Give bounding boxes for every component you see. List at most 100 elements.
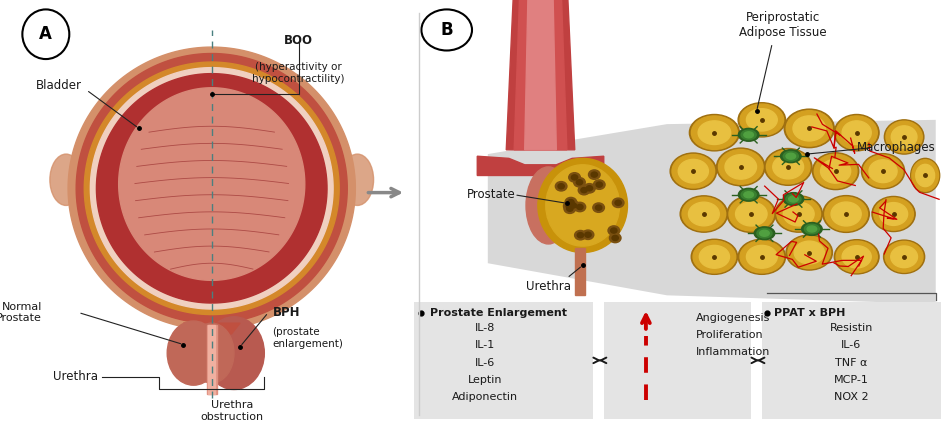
Text: PPAT x BPH: PPAT x BPH: [774, 308, 846, 318]
Ellipse shape: [568, 172, 581, 182]
Text: (prostate
enlargement): (prostate enlargement): [273, 327, 343, 349]
Ellipse shape: [764, 149, 812, 185]
FancyBboxPatch shape: [414, 302, 593, 419]
Ellipse shape: [608, 226, 619, 235]
Text: A: A: [40, 25, 53, 43]
Ellipse shape: [775, 196, 822, 232]
Ellipse shape: [593, 203, 604, 212]
Ellipse shape: [727, 196, 775, 232]
Ellipse shape: [678, 159, 709, 183]
Ellipse shape: [725, 155, 757, 179]
Text: BPH: BPH: [273, 306, 300, 319]
Ellipse shape: [793, 116, 825, 141]
Ellipse shape: [825, 197, 868, 231]
Polygon shape: [209, 325, 215, 394]
Ellipse shape: [777, 197, 821, 231]
Ellipse shape: [754, 227, 774, 240]
Ellipse shape: [911, 158, 940, 193]
Ellipse shape: [682, 197, 726, 231]
Ellipse shape: [581, 187, 587, 193]
Ellipse shape: [566, 203, 572, 208]
Polygon shape: [575, 248, 585, 295]
Text: IL-6: IL-6: [475, 357, 495, 368]
Ellipse shape: [863, 155, 903, 187]
Ellipse shape: [567, 201, 579, 210]
Ellipse shape: [842, 246, 871, 268]
Ellipse shape: [736, 202, 767, 226]
Text: Urethra: Urethra: [54, 370, 99, 383]
Ellipse shape: [571, 175, 578, 180]
Ellipse shape: [880, 202, 908, 226]
Ellipse shape: [885, 241, 923, 272]
Ellipse shape: [789, 196, 798, 202]
Text: Proliferation: Proliferation: [696, 330, 763, 340]
Ellipse shape: [567, 199, 574, 205]
Ellipse shape: [611, 228, 617, 233]
Text: Leptin: Leptin: [468, 374, 502, 385]
Ellipse shape: [588, 170, 600, 179]
Text: Resistin: Resistin: [830, 323, 873, 333]
Polygon shape: [207, 325, 216, 394]
Ellipse shape: [821, 159, 851, 183]
Text: B: B: [440, 21, 453, 39]
Ellipse shape: [583, 184, 596, 193]
Ellipse shape: [740, 241, 784, 273]
Ellipse shape: [742, 190, 757, 199]
Ellipse shape: [585, 232, 591, 237]
Ellipse shape: [783, 152, 798, 161]
Ellipse shape: [670, 153, 716, 189]
Ellipse shape: [873, 198, 914, 230]
Polygon shape: [183, 323, 240, 334]
Ellipse shape: [916, 164, 934, 187]
FancyBboxPatch shape: [604, 302, 751, 419]
Ellipse shape: [591, 172, 598, 177]
Ellipse shape: [719, 150, 763, 184]
Ellipse shape: [912, 160, 938, 191]
Ellipse shape: [579, 185, 590, 195]
Ellipse shape: [546, 165, 619, 246]
Text: Prostate: Prostate: [467, 188, 516, 201]
Text: IL-1: IL-1: [475, 340, 495, 351]
Polygon shape: [119, 88, 305, 280]
Polygon shape: [76, 54, 347, 323]
Text: NOX 2: NOX 2: [834, 392, 869, 402]
Ellipse shape: [50, 154, 82, 205]
Ellipse shape: [780, 150, 801, 163]
Ellipse shape: [739, 128, 759, 141]
Ellipse shape: [794, 241, 824, 264]
Ellipse shape: [692, 116, 738, 149]
Ellipse shape: [680, 196, 727, 232]
Ellipse shape: [786, 235, 833, 270]
Text: Urethra: Urethra: [526, 280, 571, 293]
Ellipse shape: [566, 197, 577, 207]
Ellipse shape: [577, 232, 583, 238]
Ellipse shape: [885, 121, 922, 153]
Polygon shape: [96, 74, 327, 303]
Ellipse shape: [788, 236, 831, 269]
Text: (hyperactivity or
hypocontractility): (hyperactivity or hypocontractility): [252, 62, 345, 83]
Ellipse shape: [773, 155, 804, 179]
Polygon shape: [477, 156, 604, 175]
Ellipse shape: [716, 148, 765, 186]
Ellipse shape: [802, 223, 822, 235]
Ellipse shape: [526, 167, 571, 244]
Text: Urethra
obstruction: Urethra obstruction: [200, 400, 263, 422]
Ellipse shape: [742, 130, 757, 140]
Ellipse shape: [538, 158, 628, 253]
Ellipse shape: [805, 224, 820, 234]
Ellipse shape: [564, 201, 575, 211]
Text: Prostate Enlargement: Prostate Enlargement: [430, 308, 566, 318]
Text: Adiponectin: Adiponectin: [452, 392, 518, 402]
Ellipse shape: [861, 154, 904, 189]
Ellipse shape: [582, 230, 594, 239]
Ellipse shape: [558, 184, 565, 189]
Text: MCP-1: MCP-1: [834, 374, 869, 385]
Ellipse shape: [615, 200, 621, 205]
Ellipse shape: [692, 239, 738, 274]
Ellipse shape: [566, 206, 573, 211]
Ellipse shape: [744, 132, 754, 138]
Ellipse shape: [812, 153, 859, 190]
Ellipse shape: [786, 194, 801, 204]
Ellipse shape: [189, 323, 234, 383]
Polygon shape: [506, 0, 575, 150]
